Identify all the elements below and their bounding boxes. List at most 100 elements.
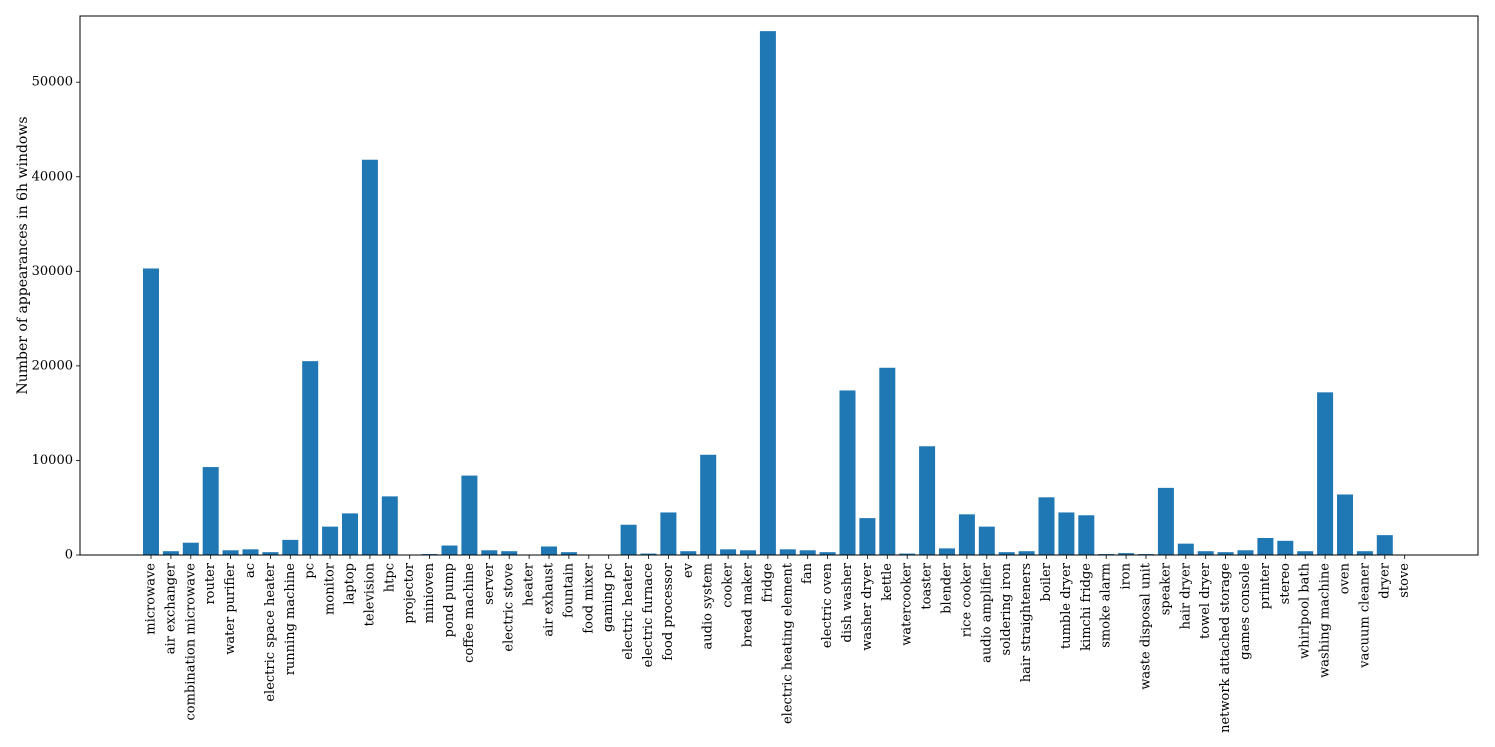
y-tick-label: 50000 <box>32 75 73 90</box>
x-tick-label: hair dryer <box>1178 562 1193 629</box>
plot-frame <box>79 15 1479 556</box>
bar-network-attached-storage <box>1217 552 1234 555</box>
x-tick-label: electric space heater <box>263 562 278 701</box>
x-tick-label: speaker <box>1158 562 1173 615</box>
x-tick-label: boiler <box>1039 562 1054 601</box>
bar-ac <box>242 549 259 555</box>
bar-kettle <box>879 367 896 555</box>
x-tick-label: audio amplifier <box>979 562 994 663</box>
y-tick-label: 40000 <box>32 169 73 184</box>
bar-laptop <box>342 513 358 555</box>
y-tick-label: 0 <box>65 548 73 563</box>
x-tick-label: electric furnace <box>641 563 656 668</box>
x-tick-label: server <box>482 562 497 605</box>
bar-water-purifier <box>222 550 239 555</box>
bar-iron <box>1118 553 1135 555</box>
x-tick-label: laptop <box>343 563 358 605</box>
x-tick-label: bread maker <box>741 562 756 647</box>
bar-electric-space-heater <box>262 552 279 555</box>
bar-monitor <box>322 526 339 555</box>
bar-fan <box>799 550 816 555</box>
x-tick-label: electric oven <box>820 562 835 648</box>
x-tick-label: air exchanger <box>163 562 178 654</box>
bar-electric-oven <box>819 552 836 555</box>
bar-ev <box>680 551 697 555</box>
x-tick-label: running machine <box>283 563 298 676</box>
x-tick-label: dish washer <box>840 562 855 642</box>
x-tick-label: router <box>203 562 218 604</box>
x-tick-label: electric stove <box>502 563 517 652</box>
bars-group <box>143 31 1413 556</box>
x-tick-label: combination microwave <box>183 563 198 721</box>
bar-hair-dryer <box>1177 543 1194 555</box>
bar-electric-heating-element <box>779 549 796 555</box>
x-tick-label: gaming pc <box>601 563 616 632</box>
bar-combination-microwave <box>182 542 199 555</box>
x-tick-label: hair straighteners <box>1019 563 1034 682</box>
x-tick-label: blender <box>940 562 955 614</box>
x-tick-label: ac <box>243 563 258 578</box>
y-axis-label: Number of appearances in 6h windows <box>15 116 31 394</box>
bar-electric-stove <box>501 551 518 555</box>
x-tick-label: coffee machine <box>462 563 477 663</box>
x-tick-label: ev <box>681 562 696 578</box>
x-tick-label: dryer <box>1377 562 1392 599</box>
x-tick-label: microwave <box>144 563 159 635</box>
bar-tumble-dryer <box>1058 512 1075 555</box>
bar-microwave <box>143 268 159 555</box>
x-tick-label: kettle <box>880 563 895 601</box>
x-tick-label: towel dryer <box>1198 562 1213 639</box>
x-tick-label: fridge <box>760 563 775 603</box>
bar-toaster <box>919 446 936 555</box>
x-tick-label: pc <box>303 563 318 579</box>
bar-kimchi-fridge <box>1078 515 1095 555</box>
x-tick-label: cooker <box>721 562 736 608</box>
x-tick-label: htpc <box>382 563 397 592</box>
bar-air-exhaust <box>541 546 557 555</box>
bar-pond-pump <box>441 545 458 555</box>
bar-fridge <box>759 31 776 555</box>
bar-games-console <box>1237 550 1254 555</box>
x-tick-label: waste disposal unit <box>1139 562 1154 690</box>
x-tick-label: minioven <box>422 562 437 623</box>
bar-food-processor <box>660 512 677 555</box>
bar-dryer <box>1376 535 1393 555</box>
x-tick-label: fan <box>800 562 815 584</box>
x-tick-label: washing machine <box>1318 563 1333 678</box>
bar-printer <box>1257 537 1274 555</box>
x-tick-label: air exhaust <box>542 562 557 636</box>
bar-dish-washer <box>839 390 856 555</box>
bar-whirlpool-bath <box>1297 551 1314 555</box>
x-tick-label: whirlpool bath <box>1298 562 1313 659</box>
bar-pc <box>302 361 319 555</box>
x-tick-label: washer dryer <box>860 562 875 651</box>
y-tick-label: 10000 <box>32 453 73 468</box>
x-tick-label: vacuum cleaner <box>1357 562 1372 669</box>
x-tick-label: water purifier <box>223 562 238 655</box>
x-tick-label: soldering iron <box>999 562 1014 655</box>
bar-htpc <box>381 496 398 555</box>
bar-oven <box>1337 494 1353 555</box>
bar-boiler <box>1038 497 1055 555</box>
bar-soldering-iron <box>998 552 1015 555</box>
bar-coffee-machine <box>461 475 478 555</box>
bar-electric-heater <box>620 524 637 555</box>
y-tick-label: 20000 <box>32 358 73 373</box>
bar-rice-cooker <box>958 514 975 555</box>
x-tick-label: food processor <box>661 562 676 660</box>
x-tick-label: stereo <box>1278 563 1293 604</box>
x-tick-label: smoke alarm <box>1099 563 1114 648</box>
x-tick-label: audio system <box>701 563 716 650</box>
x-tick-label: toaster <box>920 562 935 609</box>
bar-router <box>202 467 219 555</box>
x-tick-label: stove <box>1397 563 1412 598</box>
bar-blender <box>939 548 955 555</box>
x-tick-label: fountain <box>561 562 576 618</box>
bar-air-exchanger <box>162 551 179 555</box>
bar-television <box>361 159 378 556</box>
bar-fountain <box>560 552 577 555</box>
bar-audio-amplifier <box>978 526 995 555</box>
bar-running-machine <box>282 539 299 555</box>
